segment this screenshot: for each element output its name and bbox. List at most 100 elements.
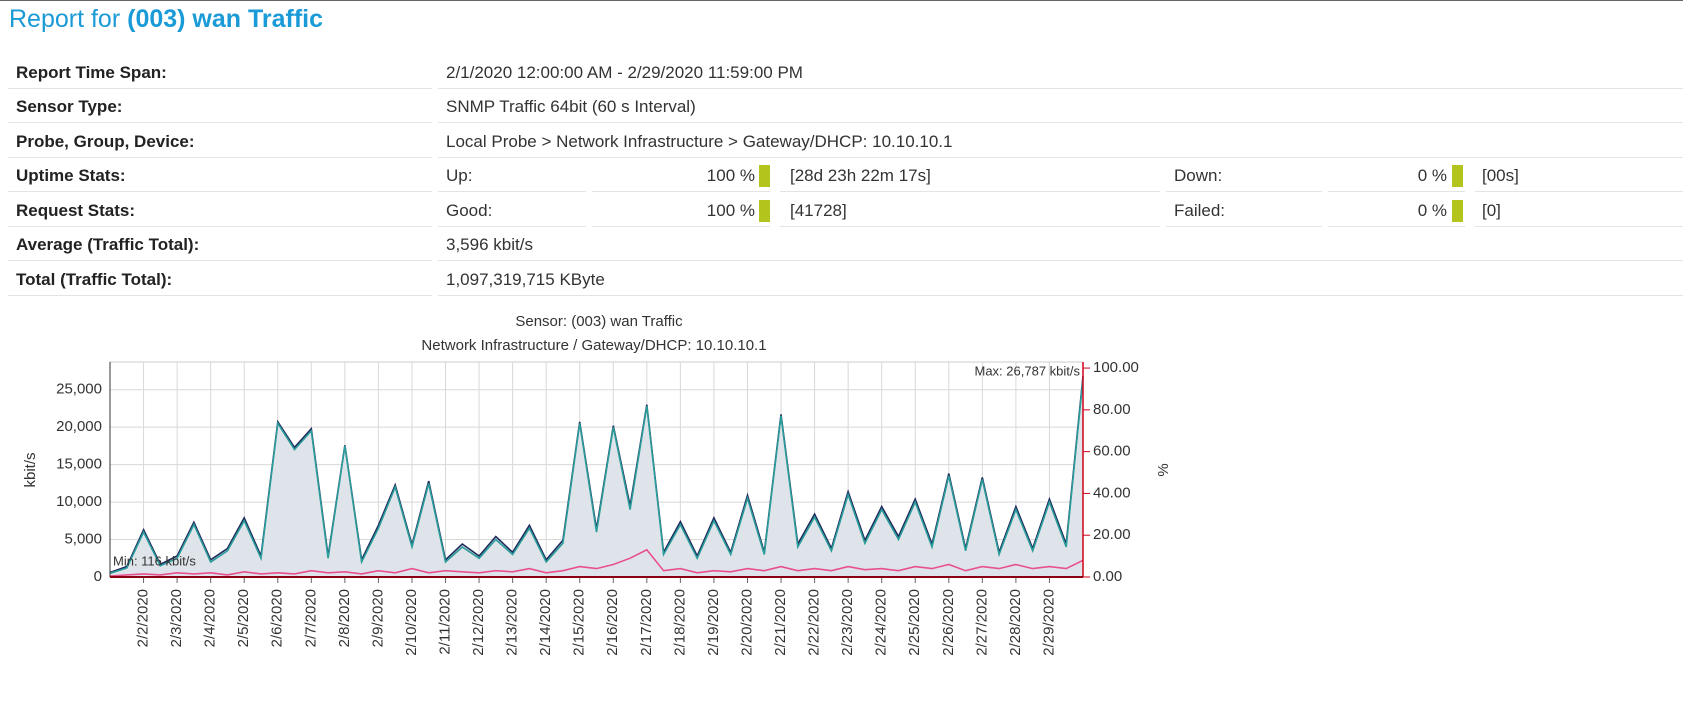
row-value: Local Probe > Network Infrastructure > G… — [446, 132, 953, 151]
row-label: Request Stats: — [16, 201, 136, 220]
x-tick-label: 2/19/2020 — [705, 589, 722, 656]
y2-tick-label: 20.00 — [1093, 526, 1131, 543]
row-value: 3,596 kbit/s — [446, 235, 533, 254]
title-prefix: Report for — [9, 5, 121, 33]
x-tick-label: 2/23/2020 — [839, 589, 856, 656]
y2-tick-label: 0.00 — [1093, 568, 1122, 585]
x-tick-label: 2/20/2020 — [738, 589, 755, 656]
series-line — [109, 378, 1084, 575]
row-rule — [592, 191, 770, 192]
x-tick-label: 2/14/2020 — [537, 589, 554, 656]
x-tick-label: 2/6/2020 — [269, 589, 286, 647]
y2-tick-label: 60.00 — [1093, 443, 1131, 460]
stat-detail: [0] — [1482, 201, 1501, 220]
stat-percent: 0 % — [1417, 166, 1447, 185]
y-tick-label: 0 — [94, 568, 102, 585]
row-label: Probe, Group, Device: — [16, 132, 195, 151]
stat-detail: [41728] — [790, 201, 847, 220]
row-label: Report Time Span: — [16, 63, 167, 82]
y-axis-label: kbit/s — [22, 452, 39, 487]
row-rule — [780, 191, 1160, 192]
y-tick-label: 5,000 — [64, 531, 102, 548]
y2-axis-label: % — [1155, 463, 1172, 476]
series-line — [109, 548, 1084, 577]
stat-label: Up: — [446, 166, 473, 185]
row-rule — [438, 157, 1683, 158]
status-bar — [759, 200, 770, 222]
row-rule — [438, 122, 1683, 123]
row-value: SNMP Traffic 64bit (60 s Interval) — [446, 97, 696, 116]
report-title: Report for (003) wan Traffic — [9, 5, 323, 34]
y2-tick-label: 80.00 — [1093, 401, 1131, 418]
row-rule — [592, 226, 770, 227]
x-tick-label: 2/28/2020 — [1007, 589, 1024, 656]
row-rule — [1328, 226, 1465, 227]
row-rule — [1166, 226, 1322, 227]
row-rule — [8, 88, 432, 89]
row-rule — [1475, 191, 1683, 192]
x-tick-label: 2/4/2020 — [202, 589, 219, 647]
x-tick-label: 2/13/2020 — [504, 589, 521, 656]
row-rule — [8, 191, 432, 192]
min-annotation: Min: 116 kbit/s — [113, 553, 196, 568]
row-label: Uptime Stats: — [16, 166, 126, 185]
row-rule — [1475, 226, 1683, 227]
x-tick-label: 2/21/2020 — [772, 589, 789, 656]
status-bar — [759, 165, 770, 187]
x-tick-label: 2/5/2020 — [235, 589, 252, 647]
x-tick-label: 2/12/2020 — [470, 589, 487, 656]
row-rule — [8, 122, 432, 123]
x-tick-label: 2/26/2020 — [940, 589, 957, 656]
x-tick-label: 2/11/2020 — [436, 589, 453, 655]
x-tick-label: 2/22/2020 — [806, 589, 823, 656]
row-rule — [438, 226, 586, 227]
series-area — [110, 376, 1083, 577]
stat-detail: [00s] — [1482, 166, 1519, 185]
x-tick-label: 2/18/2020 — [671, 589, 688, 656]
stat-percent: 100 % — [706, 166, 755, 185]
row-value: 2/1/2020 12:00:00 AM - 2/29/2020 11:59:0… — [446, 63, 803, 82]
row-rule — [438, 295, 1683, 296]
x-tick-label: 2/10/2020 — [403, 589, 420, 656]
max-annotation: Max: 26,787 kbit/s — [975, 363, 1081, 378]
x-tick-label: 2/2/2020 — [135, 589, 152, 647]
x-tick-label: 2/3/2020 — [168, 589, 185, 647]
stat-label: Down: — [1174, 166, 1223, 185]
row-label: Total (Traffic Total): — [16, 270, 173, 289]
x-tick-label: 2/29/2020 — [1040, 589, 1057, 656]
y2-tick-label: 40.00 — [1093, 484, 1131, 501]
status-bar — [1452, 165, 1463, 187]
row-value: 1,097,319,715 KByte — [446, 270, 605, 289]
stat-label: Good: — [446, 201, 493, 220]
stat-percent: 0 % — [1417, 201, 1447, 220]
row-rule — [438, 88, 1683, 89]
row-label: Average (Traffic Total): — [16, 235, 200, 254]
x-tick-label: 2/27/2020 — [973, 589, 990, 656]
x-tick-label: 2/16/2020 — [604, 589, 621, 656]
x-tick-label: 2/25/2020 — [906, 589, 923, 656]
stat-label: Failed: — [1174, 201, 1226, 220]
y-tick-label: 20,000 — [56, 418, 102, 435]
y-tick-label: 25,000 — [56, 381, 102, 398]
row-rule — [8, 157, 432, 158]
row-rule — [1166, 191, 1322, 192]
chart-title: Sensor: (003) wan Traffic — [515, 313, 683, 330]
x-tick-label: 2/15/2020 — [571, 589, 588, 656]
x-tick-label: 2/8/2020 — [336, 589, 353, 647]
row-rule — [438, 260, 1683, 261]
row-label: Sensor Type: — [16, 97, 123, 116]
x-tick-label: 2/17/2020 — [638, 589, 655, 656]
row-rule — [8, 226, 432, 227]
stat-detail: [28d 23h 22m 17s] — [790, 166, 931, 185]
stat-percent: 100 % — [706, 201, 755, 220]
row-rule — [8, 295, 432, 296]
y-tick-label: 15,000 — [56, 456, 102, 473]
row-rule — [780, 226, 1160, 227]
x-tick-label: 2/9/2020 — [369, 589, 386, 647]
x-tick-label: 2/24/2020 — [873, 589, 890, 656]
y2-tick-label: 100.00 — [1093, 359, 1139, 376]
title-name: (003) wan Traffic — [127, 5, 324, 33]
x-tick-label: 2/7/2020 — [302, 589, 319, 647]
